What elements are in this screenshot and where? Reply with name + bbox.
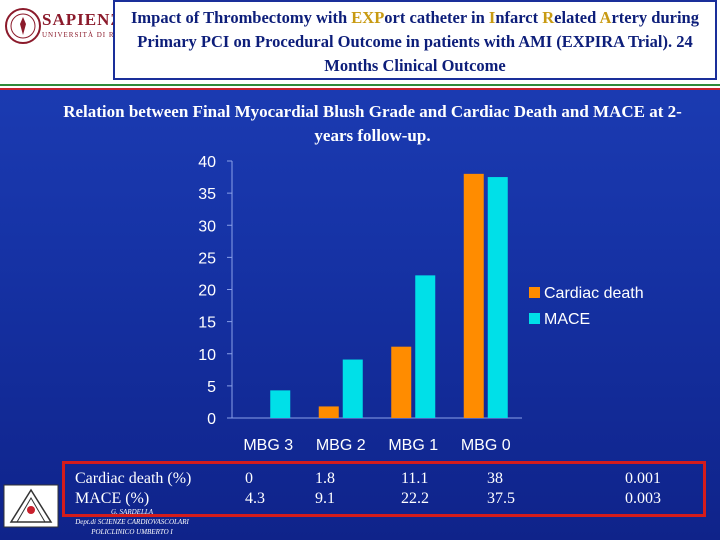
table-cell: 38 <box>487 470 503 487</box>
p-value-cell: 0.001 <box>625 470 661 487</box>
title-part: EXPIRA <box>561 32 625 51</box>
x-tick-label: MBG 1 <box>388 437 438 454</box>
x-tick-label: MBG 2 <box>316 437 366 454</box>
title-part: I <box>488 8 496 27</box>
legend-swatch <box>529 287 540 298</box>
sapienza-seal-icon <box>5 8 41 44</box>
legend-label: MACE <box>544 311 590 328</box>
title-part: A <box>599 8 612 27</box>
y-tick-label: 10 <box>198 347 216 364</box>
title-part: EXP <box>351 8 385 27</box>
y-tick-label: 30 <box>198 218 216 235</box>
table-row-label: MACE (%) <box>75 490 150 507</box>
y-tick-label: 40 <box>198 154 216 171</box>
table-cell: 11.1 <box>401 470 429 487</box>
table-row-label: Cardiac death (%) <box>75 470 192 487</box>
table-cell: 22.2 <box>401 490 429 507</box>
p-value-cell: 0.003 <box>625 490 661 507</box>
slide-title: Impact of Thrombectomy with EXPort cathe… <box>123 6 707 78</box>
legend-label: Cardiac death <box>544 285 644 302</box>
y-tick-label: 0 <box>207 411 216 428</box>
title-box: Impact of Thrombectomy with EXPort cathe… <box>113 0 717 80</box>
italian-flag-stripe <box>0 84 720 90</box>
footer-author: G. SARDELLA <box>111 508 153 516</box>
y-tick-label: 15 <box>198 315 216 332</box>
bar-cardiac-death <box>391 346 412 418</box>
department-emblem-icon <box>3 484 59 528</box>
bar-mace <box>270 390 291 418</box>
x-tick-label: MBG 3 <box>243 437 293 454</box>
table-cell: 4.3 <box>245 490 265 507</box>
bar-mace <box>415 275 436 418</box>
title-part: Impact of Thrombectomy with <box>131 8 352 27</box>
footer-hospital: POLICLINICO UMBERTO I <box>91 528 173 536</box>
bar-cardiac-death <box>463 173 484 418</box>
title-part: elated <box>554 8 600 27</box>
bar-mace <box>342 359 363 418</box>
footer-department: Dept.di SCIENZE CARDIOVASCOLARI <box>75 518 189 526</box>
results-table: Cardiac death (%) 0 1.8 11.1 38 0.001 MACE (%)… <box>62 461 706 517</box>
title-part: Trial). 24 Months Clinical Outcome <box>324 32 693 75</box>
y-tick-label: 5 <box>207 379 216 396</box>
university-logo-text: SAPIENZA UNIVERSITÀ DI ROMA <box>42 10 136 39</box>
header: SAPIENZA UNIVERSITÀ DI ROMA Impact of Th… <box>0 0 720 84</box>
y-tick-label: 25 <box>198 250 216 267</box>
table-cell: 1.8 <box>315 470 335 487</box>
y-tick-label: 35 <box>198 186 216 203</box>
bar-mace <box>487 177 508 418</box>
table-cell: 9.1 <box>315 490 335 507</box>
y-tick-label: 20 <box>198 283 216 300</box>
table-cell: 37.5 <box>487 490 515 507</box>
x-tick-label: MBG 0 <box>461 437 511 454</box>
logo-subtitle: UNIVERSITÀ DI ROMA <box>42 31 134 39</box>
chart-subtitle: Relation between Final Myocardial Blush … <box>63 102 682 145</box>
footer-credits: G. SARDELLA Dept.di SCIENZE CARDIOVASCOL… <box>62 507 202 537</box>
title-part: rtery during Primary PCI on Procedural O… <box>137 8 699 51</box>
logo-name: SAPIENZA <box>42 10 136 29</box>
legend-swatch <box>529 313 540 324</box>
bar-cardiac-death <box>318 406 339 418</box>
title-part: nfarct <box>495 8 543 27</box>
title-part: R <box>542 8 555 27</box>
table-cell: 0 <box>245 470 253 487</box>
title-part: ort catheter in <box>384 8 489 27</box>
